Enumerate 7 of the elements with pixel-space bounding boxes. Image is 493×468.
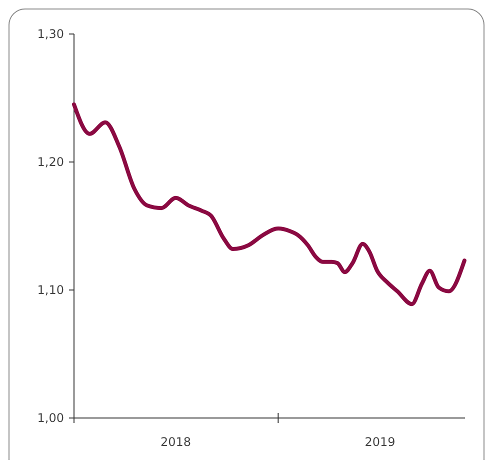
x-tick-label: 2019 <box>364 435 396 449</box>
line-series <box>72 102 466 306</box>
x-tick-label: 2018 <box>160 435 192 449</box>
y-tick-label: 1,00 <box>37 411 64 425</box>
y-tick-label: 1,20 <box>37 155 64 169</box>
y-tick-label: 1,10 <box>37 283 64 297</box>
y-tick-label: 1,30 <box>37 27 64 41</box>
